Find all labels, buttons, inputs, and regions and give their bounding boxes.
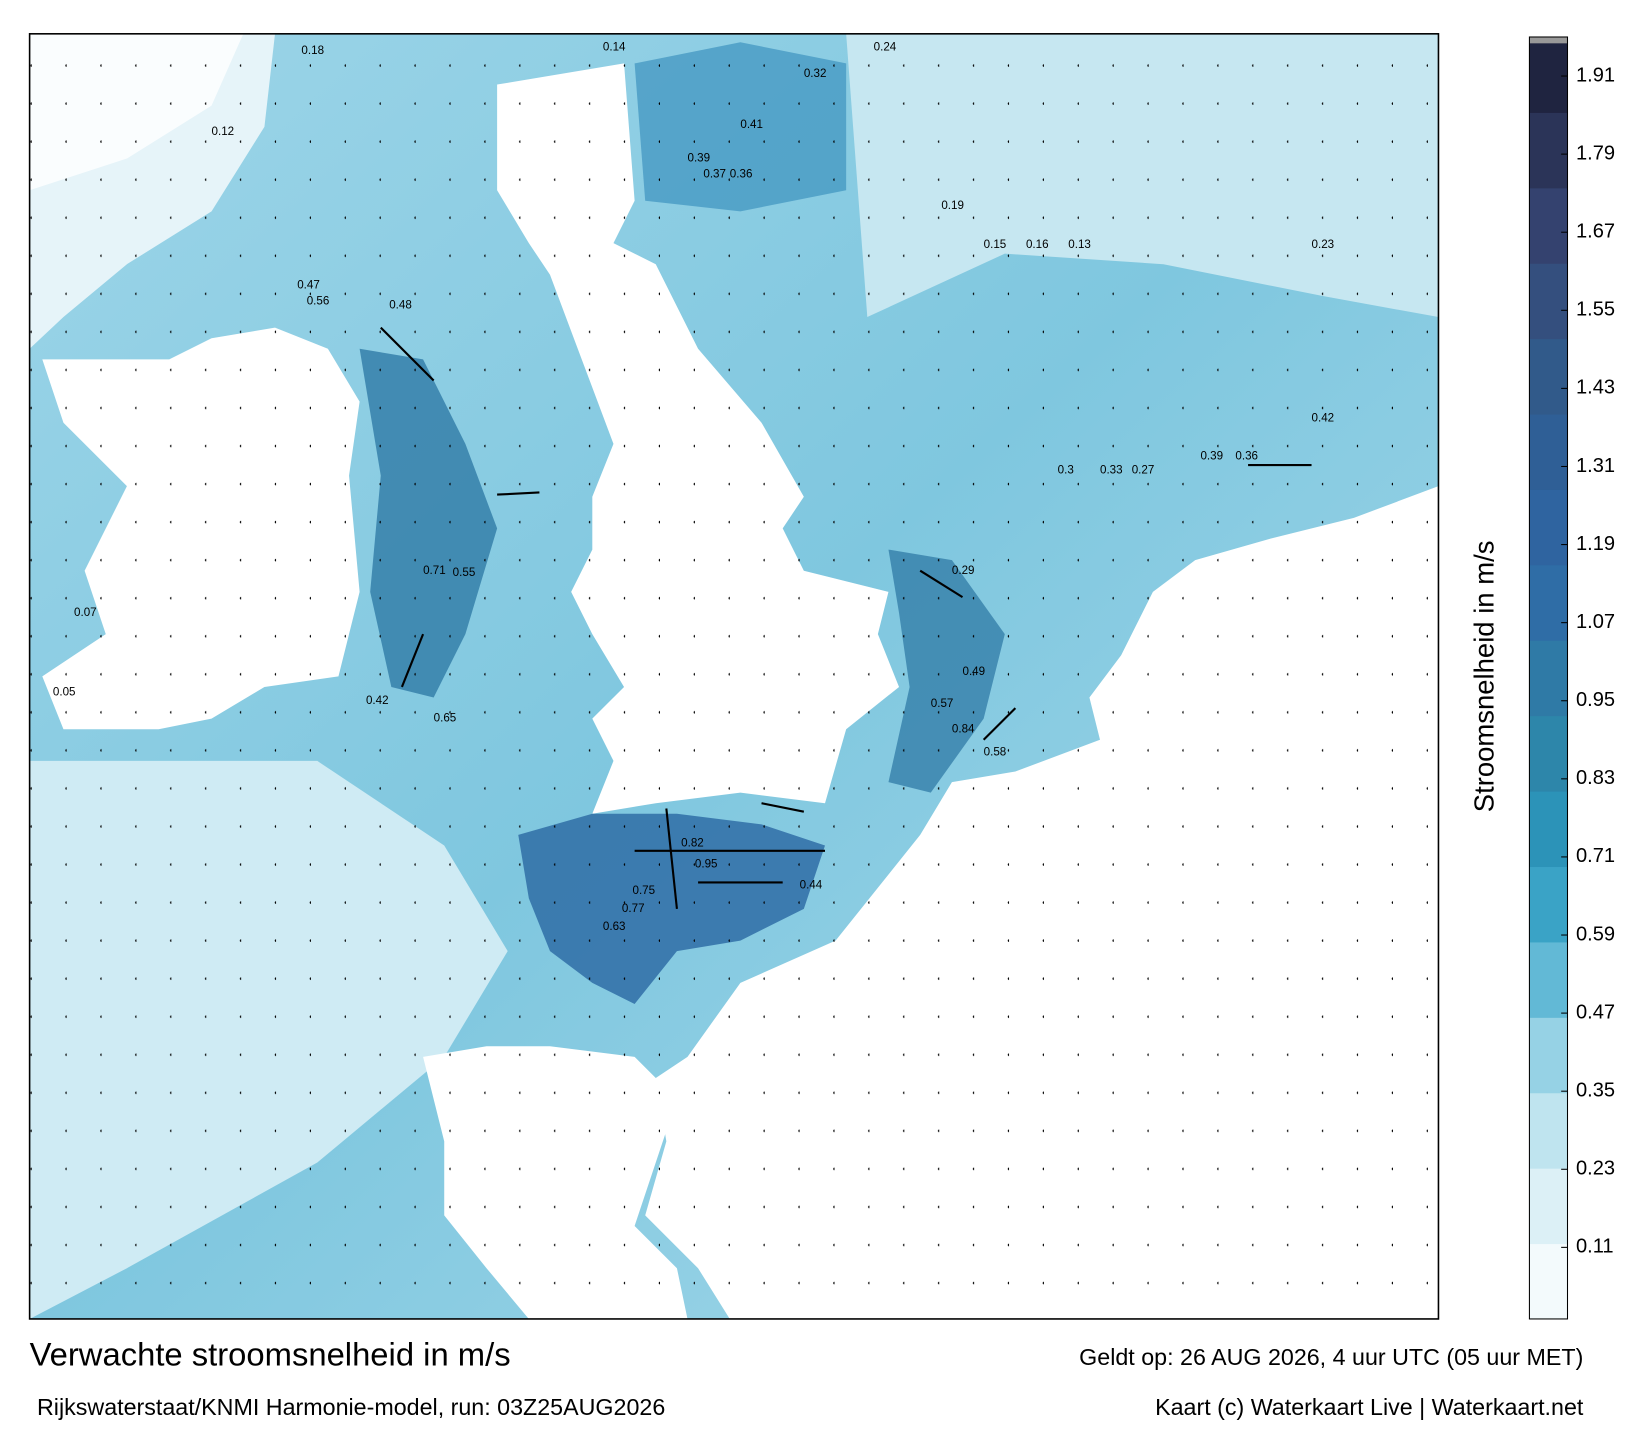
- colorbar-band: [1529, 866, 1568, 943]
- colorbar-band: [1529, 941, 1568, 1018]
- colorbar-band: [1529, 112, 1568, 189]
- colorbar-band: [1529, 1017, 1568, 1094]
- credit: Kaart (c) Waterkaart Live | Waterkaart.n…: [1155, 1394, 1584, 1420]
- speed-label: 0.13: [1068, 238, 1091, 251]
- vector-grid: [29, 33, 1439, 1319]
- title: Verwachte stroomsnelheid in m/s: [30, 1336, 511, 1373]
- colorbar-band: [1529, 338, 1568, 415]
- speed-label: 0.95: [695, 858, 718, 871]
- colorbar-tick-label: 1.79: [1576, 142, 1615, 164]
- speed-label: 0.82: [681, 836, 704, 849]
- colorbar-tick-label: 0.35: [1576, 1079, 1615, 1101]
- colorbar-band: [1529, 715, 1568, 792]
- colorbar-tick-label: 1.43: [1576, 377, 1615, 399]
- colorbar-band: [1529, 1092, 1568, 1169]
- speed-label: 0.58: [984, 746, 1007, 759]
- map-labels: 0.18 0.14 0.24 0.32 0.41 0.39 0.37 0.36 0.19 0.15…: [53, 41, 1334, 933]
- speed-label: 0.57: [931, 697, 954, 710]
- colorbar-band: [1529, 1168, 1568, 1245]
- speed-label: 0.55: [453, 566, 476, 579]
- speed-label: 0.14: [603, 41, 626, 54]
- speed-label: 0.65: [434, 712, 457, 725]
- speed-label: 0.56: [307, 294, 330, 307]
- valid-time: Geldt op: 26 AUG 2026, 4 uur UTC (05 uur…: [1079, 1344, 1583, 1370]
- arrows: [380, 326, 1312, 910]
- speed-label: 0.71: [423, 564, 446, 577]
- colorbar-tick-label: 1.31: [1576, 455, 1615, 477]
- speed-label: 0.49: [963, 665, 986, 678]
- colorbar-band: [1529, 640, 1568, 717]
- speed-label: 0.39: [1200, 450, 1223, 463]
- colorbar-band: [1529, 36, 1568, 113]
- speed-label: 0.15: [984, 238, 1007, 251]
- speed-label: 0.84: [952, 722, 975, 735]
- speed-label: 0.05: [53, 685, 76, 698]
- speed-label: 0.24: [874, 41, 897, 54]
- speed-label: 0.16: [1026, 238, 1049, 251]
- colorbar-tick-label: 1.67: [1576, 221, 1615, 243]
- colorbar-tick-label: 0.59: [1576, 923, 1615, 945]
- speed-label: 0.29: [952, 564, 975, 577]
- speed-label: 0.36: [730, 167, 753, 180]
- colorbar-tick-label: 0.23: [1576, 1158, 1615, 1180]
- speed-label: 0.07: [74, 606, 97, 619]
- colorbar-tick-label: 0.83: [1576, 767, 1615, 789]
- speed-label: 0.47: [297, 278, 320, 291]
- colorbar-band: [1529, 564, 1568, 641]
- colorbar-tick-label: 1.55: [1576, 299, 1615, 321]
- speed-label: 0.18: [301, 44, 324, 57]
- speed-label: 0.39: [688, 152, 711, 165]
- colorbar-cap: [1529, 36, 1568, 44]
- map: [29, 33, 1439, 1319]
- colorbar-band: [1529, 414, 1568, 490]
- speed-label: 0.23: [1312, 238, 1335, 251]
- speed-label: 0.63: [603, 920, 626, 933]
- colorbar-tick-label: 0.95: [1576, 689, 1615, 711]
- colorbar-band: [1529, 489, 1568, 566]
- colorbar-tick-label: 1.07: [1576, 611, 1615, 633]
- colorbar-band: [1529, 791, 1568, 868]
- colorbar-band: [1529, 1243, 1568, 1320]
- subtitle: Rijkswaterstaat/KNMI Harmonie-model, run…: [37, 1394, 665, 1420]
- colorbar-band: [1529, 263, 1568, 340]
- speed-label: 0.3: [1058, 463, 1074, 476]
- speed-label: 0.75: [632, 884, 655, 897]
- speed-label: 0.27: [1132, 463, 1155, 476]
- speed-label: 0.44: [800, 879, 823, 892]
- colorbar-tick-label: 1.19: [1576, 533, 1615, 555]
- colorbar-band: [1529, 187, 1568, 264]
- colorbar-tick-label: 0.47: [1576, 1001, 1615, 1023]
- speed-label: 0.37: [703, 167, 726, 180]
- colorbar-tick-label: 0.71: [1576, 845, 1615, 867]
- speed-label: 0.42: [1312, 412, 1335, 425]
- speed-label: 0.36: [1235, 450, 1258, 463]
- colorbar-tick-label: 1.91: [1576, 64, 1615, 86]
- speed-label: 0.77: [622, 902, 645, 915]
- speed-label: 0.32: [804, 67, 827, 80]
- speed-label: 0.48: [389, 298, 412, 311]
- colorbar-frame: [1528, 36, 1569, 1320]
- map-frame: [28, 33, 1440, 1320]
- colorbar-tick-label: 0.11: [1576, 1236, 1614, 1258]
- speed-label: 0.42: [366, 694, 389, 707]
- speed-label: 0.33: [1100, 463, 1123, 476]
- colorbar: 0.11 0.23 0.35 0.47 0.59 0.71 0.83 0.95 1.07 1.19…: [1529, 36, 1615, 1320]
- colorbar-label: Stroomsnelheid in m/s: [1468, 541, 1499, 813]
- speed-label: 0.19: [941, 199, 964, 212]
- speed-label: 0.41: [740, 118, 763, 131]
- speed-label: 0.12: [212, 125, 235, 138]
